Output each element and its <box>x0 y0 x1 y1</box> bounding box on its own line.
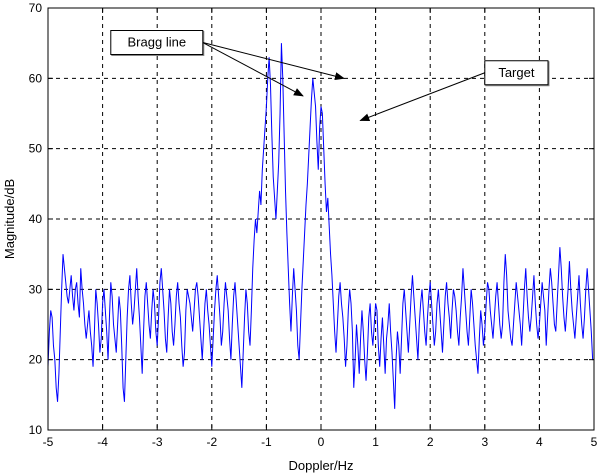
x-tick-label: -3 <box>152 435 163 449</box>
x-tick-label: -2 <box>206 435 217 449</box>
x-tick-label: 1 <box>372 435 379 449</box>
x-tick-label: 2 <box>427 435 434 449</box>
x-tick-label: 5 <box>591 435 598 449</box>
annotation-arrow <box>202 42 345 80</box>
x-tick-label: -1 <box>261 435 272 449</box>
series-layer <box>48 43 594 409</box>
annotation-arrow <box>202 42 304 97</box>
x-axis-label: Doppler/Hz <box>288 458 353 473</box>
annotations: Bragg line Target <box>110 30 549 122</box>
y-axis-label: Magnitude/dB <box>2 179 17 259</box>
annotation-arrow <box>359 72 485 122</box>
annotation-0: Bragg line <box>110 30 345 97</box>
y-tick-label: 60 <box>29 71 43 85</box>
annotation-text: Bragg line <box>128 35 187 50</box>
annotation-box <box>484 60 549 86</box>
x-tick-label: -5 <box>43 435 54 449</box>
annotation-1: Target <box>359 60 549 122</box>
x-tick-label: -4 <box>97 435 108 449</box>
annotation-box <box>110 30 204 56</box>
y-tick-label: 70 <box>29 1 43 15</box>
y-tick-label: 30 <box>29 282 43 296</box>
y-tick-label: 20 <box>29 353 43 367</box>
grid <box>48 8 594 430</box>
y-tick-label: 10 <box>29 423 43 437</box>
annotation-text: Target <box>498 65 535 80</box>
y-tick-label: 50 <box>29 142 43 156</box>
ticks: -5 -4 -3 -2 -1 0 1 2 3 4 5 10 20 30 40 50 60 70 <box>29 1 598 449</box>
y-tick-label: 40 <box>29 212 43 226</box>
x-tick-label: 4 <box>536 435 543 449</box>
x-tick-label: 0 <box>318 435 325 449</box>
x-tick-label: 3 <box>481 435 488 449</box>
series-line-0 <box>48 43 594 409</box>
